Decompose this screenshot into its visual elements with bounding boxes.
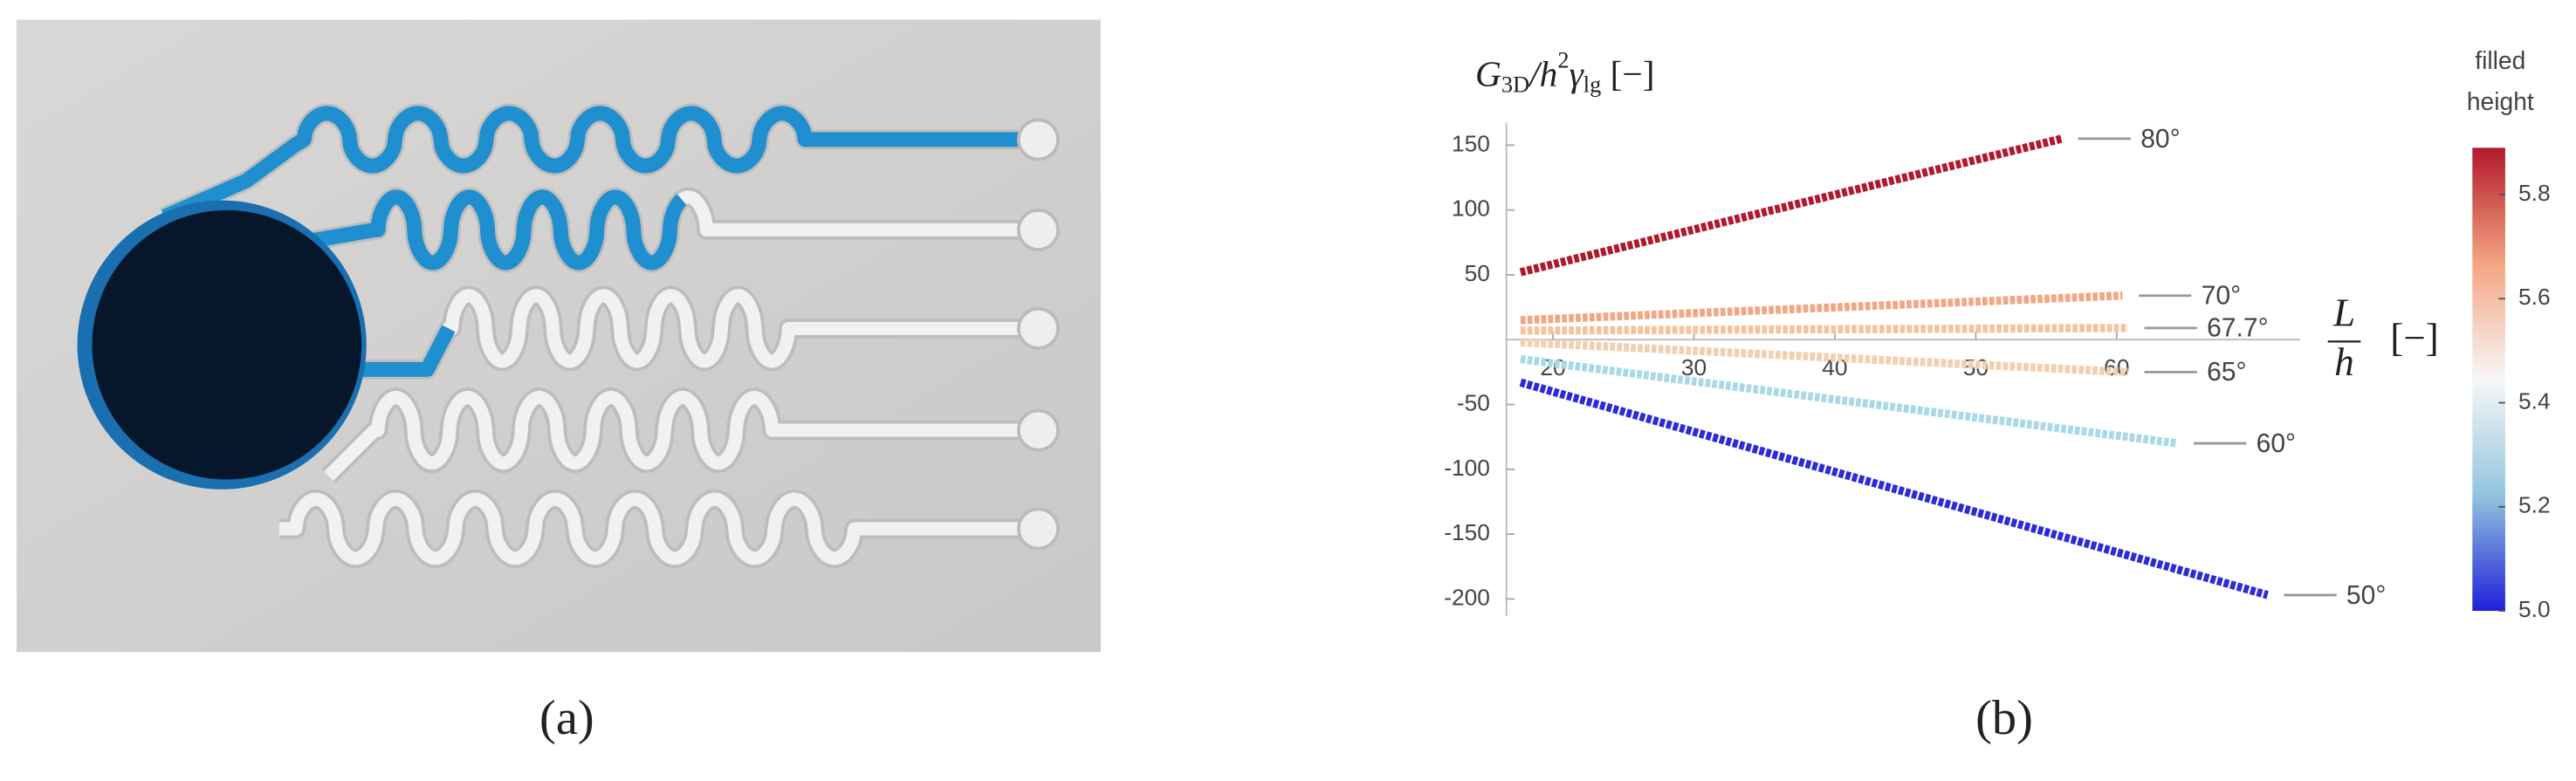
channel bbox=[279, 492, 1019, 565]
outlet bbox=[1016, 507, 1060, 551]
series-label: 80° bbox=[2140, 125, 2181, 154]
channel bbox=[328, 289, 1019, 376]
y-axis-label-part: [−] bbox=[1601, 53, 1654, 93]
channel bbox=[324, 390, 1019, 482]
y-axis-label-part: 3D bbox=[1501, 72, 1529, 98]
series-line bbox=[1520, 324, 2128, 335]
y-tick-label: -200 bbox=[1444, 584, 1490, 610]
outlet bbox=[1016, 306, 1060, 350]
series-label: 70° bbox=[2202, 282, 2242, 311]
x-tick-label: 30 bbox=[1681, 354, 1707, 380]
colorbar-title: height bbox=[2467, 87, 2534, 115]
colorbar-tick-label: 5.2 bbox=[2518, 492, 2551, 518]
series-label: 60° bbox=[2257, 429, 2297, 458]
colorbar bbox=[2472, 147, 2505, 612]
x-axis-label-unit: [−] bbox=[2390, 316, 2439, 360]
colorbar-tick-label: 5.0 bbox=[2518, 596, 2551, 622]
x-axis-label-numerator: L bbox=[2332, 291, 2355, 335]
channel-filled bbox=[181, 189, 689, 271]
y-axis-label-part: 2 bbox=[1557, 48, 1569, 73]
caption: (b) bbox=[1975, 691, 2033, 745]
reservoir-liquid bbox=[92, 209, 362, 480]
outlet bbox=[1016, 118, 1060, 161]
series-label: 67.7° bbox=[2207, 314, 2269, 343]
series-label: 65° bbox=[2207, 358, 2247, 387]
colorbar-tick-label: 5.4 bbox=[2518, 387, 2551, 414]
series-line bbox=[1520, 291, 2123, 325]
outlet bbox=[1016, 208, 1060, 251]
y-tick-label: -100 bbox=[1444, 455, 1490, 481]
colorbar-tick-label: 5.8 bbox=[2518, 180, 2551, 206]
colorbar-tick-label: 5.6 bbox=[2518, 284, 2551, 310]
series-line bbox=[1519, 134, 2063, 277]
caption: (a) bbox=[539, 691, 594, 745]
y-axis-label-part: G bbox=[1475, 53, 1501, 93]
y-axis-label: G3D/h2γlg [−] bbox=[1475, 48, 1655, 98]
y-axis-label-part: γ bbox=[1569, 53, 1584, 93]
y-tick-label: 50 bbox=[1465, 260, 1490, 286]
photo bbox=[16, 19, 1101, 653]
colorbar-title: filled bbox=[2475, 46, 2525, 74]
y-tick-label: -150 bbox=[1444, 519, 1490, 545]
series-line bbox=[1520, 338, 2128, 377]
channel-filled bbox=[161, 106, 1019, 224]
y-tick-label: -50 bbox=[1457, 389, 1490, 415]
series-label: 50° bbox=[2346, 581, 2387, 610]
y-tick-label: 100 bbox=[1452, 195, 1490, 222]
outlet bbox=[1016, 408, 1060, 452]
y-axis-label-part: lg bbox=[1583, 72, 1601, 98]
y-axis-label-part: /h bbox=[1528, 53, 1557, 93]
y-tick-label: 150 bbox=[1452, 130, 1490, 156]
x-axis-label-denominator: h bbox=[2334, 340, 2354, 384]
series-line bbox=[1519, 378, 2269, 599]
